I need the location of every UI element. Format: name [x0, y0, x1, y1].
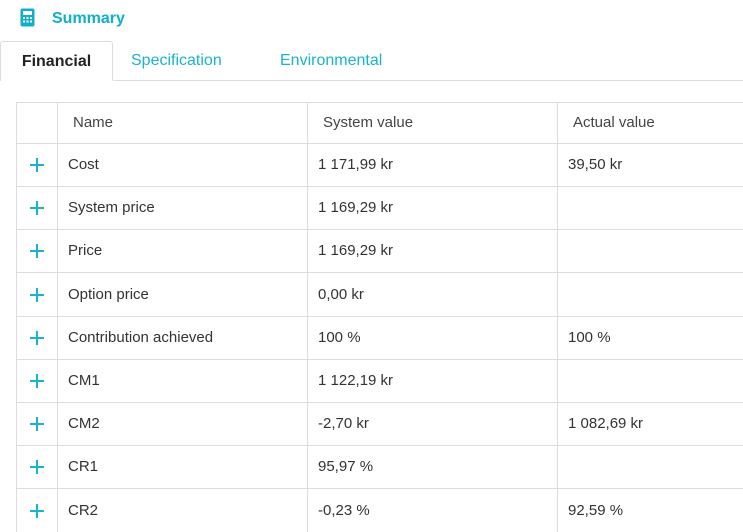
table-row: Contribution achieved 100 % 100 %	[17, 317, 743, 360]
actual-value-cell[interactable]	[558, 360, 743, 402]
system-value-cell: 100 %	[308, 317, 558, 359]
expand-cell	[17, 446, 58, 488]
tab-environmental[interactable]: Environmental	[280, 52, 383, 69]
calculator-icon	[20, 8, 35, 27]
expand-plus-icon[interactable]	[30, 201, 44, 215]
table-header-row: Name System value Actual value	[17, 103, 743, 144]
tab-financial[interactable]: Financial	[0, 41, 113, 81]
name-cell: System price	[58, 187, 308, 229]
page-title: Summary	[52, 10, 125, 27]
expand-cell	[17, 273, 58, 316]
system-value-cell: -2,70 kr	[308, 403, 558, 445]
name-cell: Contribution achieved	[58, 317, 308, 359]
expand-cell	[17, 403, 58, 445]
actual-value-cell[interactable]: 92,59 %	[568, 501, 624, 519]
expand-plus-icon[interactable]	[30, 460, 44, 474]
tab-specification[interactable]: Specification	[131, 52, 222, 69]
expand-cell	[17, 360, 58, 402]
expand-cell	[17, 187, 58, 229]
system-value-cell: 1 122,19 kr	[308, 360, 558, 402]
actual-value-cell[interactable]: 1 082,69 kr	[568, 415, 644, 432]
column-header-name[interactable]: Name	[58, 103, 308, 143]
expand-cell	[17, 489, 58, 532]
tab-bar: Financial Specification Environmental	[0, 41, 743, 81]
table-row: Price 1 169,29 kr	[17, 230, 743, 273]
table-row: CR2 -0,23 % 92,59 %	[17, 489, 743, 532]
system-value-cell: -0,23 %	[308, 489, 558, 532]
table-row: CR1 95,97 %	[17, 446, 743, 489]
expand-plus-icon[interactable]	[30, 503, 44, 518]
actual-value-cell[interactable]: 100 %	[568, 329, 611, 346]
expand-plus-icon[interactable]	[30, 287, 44, 302]
financial-table: Name System value Actual value Cost 1 17…	[16, 102, 743, 532]
actual-value-cell[interactable]	[558, 273, 743, 316]
name-cell: CM2	[58, 403, 308, 445]
name-cell: CM1	[58, 360, 308, 402]
system-value-cell: 0,00 kr	[308, 273, 558, 316]
table-row: Option price 0,00 kr	[17, 273, 743, 317]
expand-plus-icon[interactable]	[30, 244, 44, 258]
system-value-cell: 1 171,99 kr	[308, 144, 558, 186]
expand-cell	[17, 317, 58, 359]
actual-value-cell[interactable]: 39,50 kr	[568, 156, 623, 173]
table-row: CM2 -2,70 kr 1 082,69 kr	[17, 403, 743, 446]
name-cell: Option price	[58, 273, 308, 316]
expand-plus-icon[interactable]	[30, 158, 44, 172]
name-cell: Cost	[58, 144, 308, 186]
table-row: CM1 1 122,19 kr	[17, 360, 743, 403]
system-value-cell: 1 169,29 kr	[308, 187, 558, 229]
name-cell: CR2	[58, 489, 308, 532]
system-value-cell: 1 169,29 kr	[308, 230, 558, 272]
header-expand-column	[17, 103, 58, 143]
name-cell: Price	[58, 230, 308, 272]
expand-plus-icon[interactable]	[30, 417, 44, 431]
actual-value-cell[interactable]	[558, 187, 743, 229]
table-row: System price 1 169,29 kr	[17, 187, 743, 230]
tab-bar-divider	[114, 80, 743, 81]
actual-value-cell[interactable]	[558, 446, 743, 488]
column-header-actual-value[interactable]: Actual value	[573, 114, 655, 131]
expand-plus-icon[interactable]	[30, 374, 44, 388]
expand-cell	[17, 144, 58, 186]
actual-value-cell[interactable]	[558, 230, 743, 272]
system-value-cell: 95,97 %	[308, 446, 558, 488]
name-cell: CR1	[58, 446, 308, 488]
column-header-system-value[interactable]: System value	[308, 103, 558, 143]
summary-header: Summary	[0, 0, 743, 38]
expand-cell	[17, 230, 58, 272]
expand-plus-icon[interactable]	[30, 331, 44, 345]
table-row: Cost 1 171,99 kr 39,50 kr	[17, 144, 743, 187]
